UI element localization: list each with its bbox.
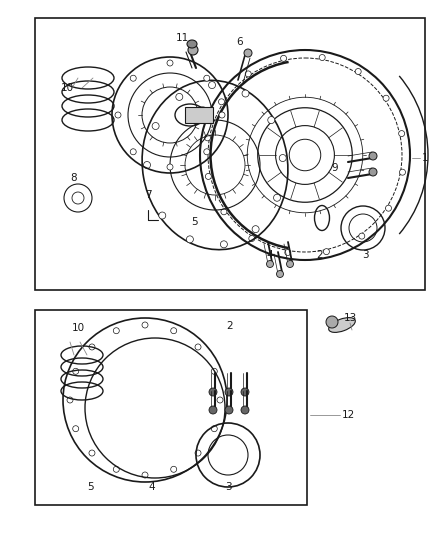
Circle shape (167, 60, 173, 66)
Text: 10: 10 (60, 83, 74, 93)
Text: 12: 12 (341, 410, 355, 420)
Circle shape (67, 397, 73, 403)
Circle shape (73, 426, 79, 432)
Circle shape (359, 233, 365, 239)
Text: 4: 4 (267, 250, 273, 260)
Circle shape (252, 225, 259, 233)
Circle shape (369, 152, 377, 160)
Circle shape (369, 168, 377, 176)
Circle shape (142, 322, 148, 328)
Text: 11: 11 (175, 33, 189, 43)
Circle shape (225, 388, 233, 396)
Text: 13: 13 (343, 313, 357, 323)
Circle shape (204, 75, 210, 81)
Circle shape (167, 164, 173, 170)
Circle shape (187, 236, 194, 243)
Text: 10: 10 (71, 323, 85, 333)
Circle shape (399, 131, 405, 136)
Circle shape (171, 328, 177, 334)
Circle shape (219, 99, 225, 105)
Circle shape (188, 45, 198, 55)
Circle shape (195, 450, 201, 456)
Circle shape (220, 241, 227, 248)
Text: 2: 2 (227, 321, 233, 331)
Circle shape (281, 55, 286, 61)
Circle shape (268, 117, 275, 124)
Circle shape (73, 368, 79, 374)
Circle shape (211, 368, 217, 374)
Text: 1: 1 (422, 153, 428, 163)
Circle shape (89, 450, 95, 456)
Circle shape (209, 406, 217, 414)
Circle shape (249, 236, 255, 241)
Circle shape (144, 161, 151, 168)
Bar (35, 310, 307, 505)
Circle shape (383, 95, 389, 101)
Circle shape (241, 388, 249, 396)
Circle shape (113, 466, 119, 472)
Circle shape (113, 328, 119, 334)
Text: 8: 8 (71, 173, 78, 183)
Circle shape (276, 271, 283, 278)
Circle shape (266, 261, 273, 268)
Circle shape (159, 212, 166, 219)
Text: 6: 6 (237, 37, 244, 47)
Text: 4: 4 (148, 482, 155, 492)
Text: 5: 5 (87, 482, 93, 492)
Circle shape (285, 249, 291, 255)
Circle shape (274, 194, 281, 201)
Circle shape (399, 169, 406, 175)
Circle shape (225, 406, 233, 414)
Text: 7: 7 (145, 190, 151, 200)
Circle shape (195, 344, 201, 350)
Circle shape (204, 149, 210, 155)
Ellipse shape (193, 107, 211, 123)
Circle shape (385, 205, 392, 211)
Circle shape (242, 90, 249, 97)
Text: 9: 9 (332, 163, 338, 173)
Circle shape (176, 93, 183, 100)
Circle shape (217, 397, 223, 403)
Text: 5: 5 (192, 217, 198, 227)
Circle shape (219, 112, 225, 118)
Circle shape (241, 406, 249, 414)
Circle shape (286, 261, 293, 268)
Circle shape (89, 344, 95, 350)
Ellipse shape (187, 40, 197, 48)
Circle shape (319, 54, 325, 61)
Circle shape (130, 149, 136, 155)
Circle shape (323, 249, 329, 255)
Circle shape (115, 112, 121, 118)
Circle shape (211, 426, 217, 432)
Circle shape (130, 75, 136, 81)
Circle shape (279, 155, 286, 161)
Circle shape (245, 71, 251, 77)
Circle shape (355, 69, 361, 75)
Circle shape (221, 209, 227, 215)
Bar (185, 107, 213, 123)
Circle shape (205, 173, 212, 180)
Circle shape (326, 316, 338, 328)
Ellipse shape (328, 318, 355, 333)
Circle shape (142, 472, 148, 478)
Text: 3: 3 (225, 482, 231, 492)
Text: 2: 2 (317, 250, 323, 260)
Bar (35, 18, 425, 290)
Circle shape (244, 49, 252, 57)
Circle shape (171, 466, 177, 472)
Circle shape (205, 135, 211, 141)
Text: 3: 3 (362, 250, 368, 260)
Circle shape (209, 388, 217, 396)
Circle shape (208, 82, 215, 88)
Circle shape (152, 123, 159, 130)
